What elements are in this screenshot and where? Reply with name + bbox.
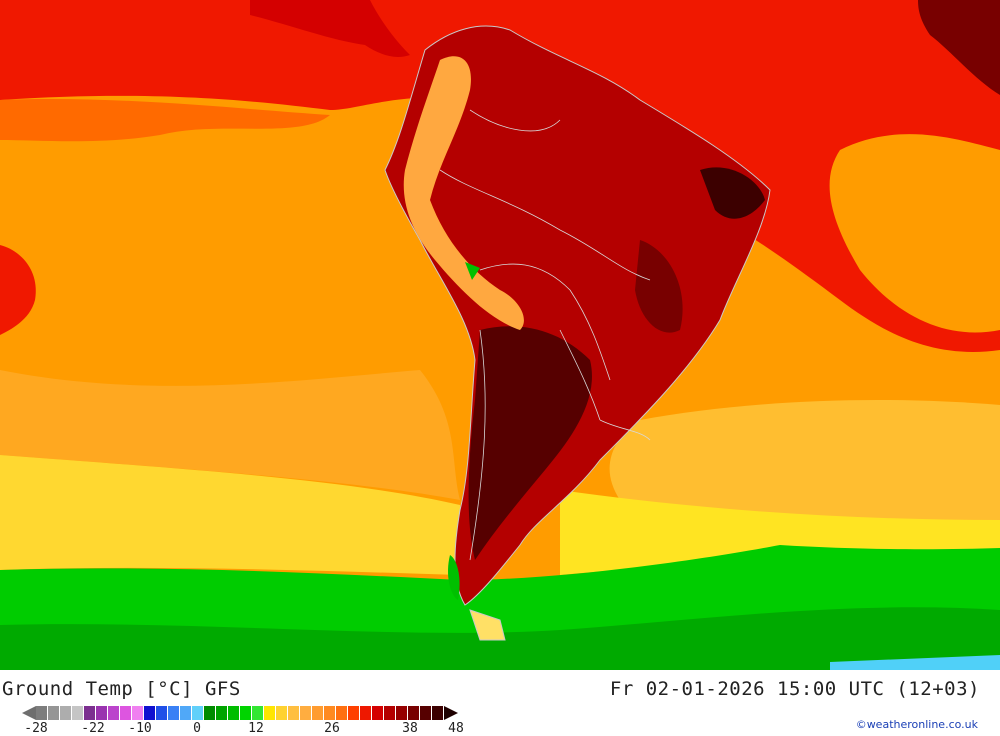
altiplano-cool [465,262,480,280]
ocean-mild-band-west [0,370,460,500]
legend-swatch [324,706,335,720]
patagonia-cool [447,555,460,600]
ocean-ice-edge [830,655,1000,670]
temperature-map[interactable] [0,0,1000,670]
legend-swatch [84,706,95,720]
legend-swatch [60,706,71,720]
legend-swatch [420,706,431,720]
legend-tick-label: -28 [24,721,48,736]
legend-tick-label: 38 [402,721,418,736]
forecast-time: Fr 02-01-2026 15:00 UTC (12+03) [609,678,980,700]
africa-corner [918,0,1000,95]
legend-swatch [120,706,131,720]
legend-tick-label: -10 [128,721,152,736]
legend-tick-label: -22 [81,721,105,736]
legend-swatch [144,706,155,720]
ocean-mild-band-east [609,400,1000,520]
tierra-del-fuego [469,609,506,641]
central-america [250,0,410,57]
legend-arrow-max [444,706,458,720]
legend-tick-label: 0 [193,721,201,736]
legend-swatch [132,706,143,720]
legend-swatch [252,706,263,720]
ocean-warm-band-north [0,98,330,142]
ocean-hot-patch-west [0,245,36,335]
legend-swatch [180,706,191,720]
legend-swatch [408,706,419,720]
legend-swatch [192,706,203,720]
map-title: Ground Temp [°C] GFS [2,678,241,700]
credit-link[interactable]: ©weatheronline.co.uk [855,718,978,731]
country-borders [439,109,651,561]
andes-mountains [403,56,524,330]
legend-swatch [240,706,251,720]
ocean-warm-patch-east [829,134,1000,333]
legend-swatch [48,706,59,720]
legend-swatch [396,706,407,720]
legend-swatch [108,706,119,720]
legend-swatch [300,706,311,720]
legend-swatch [168,706,179,720]
legend-swatch [348,706,359,720]
legend-swatch [228,706,239,720]
legend-swatch [204,706,215,720]
legend-swatch [264,706,275,720]
legend-swatch [216,706,227,720]
legend-tick-label: 26 [324,721,340,736]
brazil-northeast-extreme [700,167,765,219]
legend-swatch [432,706,443,720]
legend-swatch [372,706,383,720]
ocean-cool-band-west [0,455,460,575]
legend-swatch [72,706,83,720]
map-canvas [0,0,1000,670]
legend-swatch [288,706,299,720]
legend-swatch [384,706,395,720]
legend-swatch [276,706,287,720]
info-bar: Ground Temp [°C] GFS Fr 02-01-2026 15:00… [0,670,1000,736]
legend-swatch [360,706,371,720]
ocean-hot-band [0,0,1000,352]
legend-swatch [96,706,107,720]
brazil-central-hot [635,240,683,333]
legend-arrow-min [22,706,36,720]
argentina-extreme-heat [468,326,592,560]
legend-tick-label: 12 [248,721,264,736]
legend-swatch [156,706,167,720]
legend-swatch [36,706,47,720]
legend-swatch [312,706,323,720]
legend-tick-label: 48 [448,721,464,736]
legend-swatch [336,706,347,720]
